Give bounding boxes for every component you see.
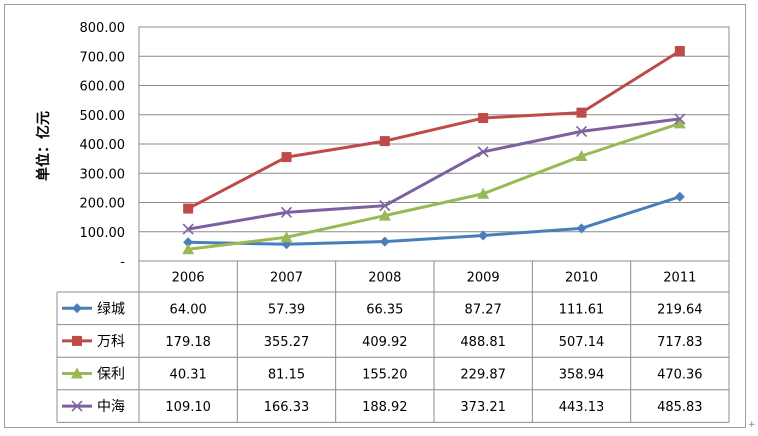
series-line	[188, 195, 681, 246]
y-tick-label: 800.00	[80, 21, 126, 36]
y-tick-label: 300.00	[80, 167, 126, 182]
data-point	[478, 113, 489, 124]
data-point	[674, 113, 686, 125]
series-line	[187, 49, 681, 210]
data-label: 229.87	[460, 368, 506, 383]
y-tick-label: -	[120, 255, 125, 270]
data-point	[674, 46, 685, 57]
data-point	[477, 187, 490, 199]
data-label: 188.92	[362, 400, 408, 415]
data-point	[379, 200, 391, 212]
category-label: 2007	[270, 271, 303, 286]
series-line	[187, 117, 681, 231]
data-point	[182, 243, 195, 255]
data-label: 87.27	[465, 302, 502, 317]
data-label: 488.81	[460, 335, 506, 350]
data-label: 409.92	[362, 335, 408, 350]
category-label: 2010	[565, 271, 598, 286]
y-tick-label: 200.00	[80, 197, 126, 212]
y-tick-label: 600.00	[80, 80, 126, 95]
data-point	[477, 146, 489, 158]
data-label: 373.21	[460, 400, 506, 415]
legend-marker	[71, 400, 83, 412]
data-point	[182, 223, 194, 235]
data-label: 66.35	[366, 302, 403, 317]
data-label: 485.83	[657, 400, 703, 415]
legend-marker	[71, 367, 83, 379]
y-tick-label: 500.00	[80, 109, 126, 124]
data-point	[478, 230, 489, 241]
y-tick-label: 400.00	[80, 138, 126, 153]
data-label: 219.64	[657, 302, 703, 317]
y-tick-label: 700.00	[80, 50, 126, 65]
category-label: 2009	[467, 271, 500, 286]
data-label: 179.18	[165, 335, 211, 350]
data-point	[379, 136, 390, 147]
data-point	[576, 107, 587, 118]
data-label: 355.27	[264, 335, 310, 350]
data-label: 57.39	[268, 302, 305, 317]
legend-label: 中海	[97, 399, 125, 415]
data-point	[280, 231, 293, 243]
data-label: 40.31	[170, 368, 207, 383]
marker-stroke	[71, 400, 83, 412]
data-point	[183, 237, 194, 248]
data-label: 81.15	[268, 368, 305, 383]
y-axis-title: 单位：亿元	[35, 111, 52, 181]
legend-label: 保利	[97, 367, 125, 383]
resize-mark: +	[748, 420, 756, 430]
marker-stroke	[280, 206, 293, 218]
data-point	[674, 191, 685, 202]
data-point	[673, 117, 686, 129]
y-tick-label: 100.00	[80, 226, 126, 241]
marker-stroke	[477, 146, 489, 158]
data-label: 717.83	[657, 335, 703, 350]
legend-label: 绿城	[97, 301, 125, 317]
data-label: 443.13	[559, 400, 605, 415]
marker-stroke	[674, 113, 686, 125]
data-label: 111.61	[559, 302, 605, 317]
marker-stroke	[379, 200, 391, 212]
legend-marker	[72, 303, 82, 314]
data-label: 507.14	[559, 335, 605, 350]
category-label: 2006	[172, 271, 205, 286]
data-label: 64.00	[170, 302, 207, 317]
marker-stroke	[575, 125, 588, 137]
data-label: 155.20	[362, 368, 408, 383]
data-point	[281, 152, 292, 163]
data-point	[183, 203, 194, 214]
category-label: 2011	[663, 271, 696, 286]
data-label: 470.36	[657, 368, 703, 383]
data-point	[575, 125, 588, 137]
legend-marker	[72, 335, 82, 346]
category-label: 2008	[368, 271, 401, 286]
marker-stroke	[182, 223, 194, 235]
legend-label: 万科	[97, 334, 125, 350]
data-point	[280, 206, 293, 218]
data-point	[576, 223, 587, 234]
series-line	[187, 121, 681, 251]
data-point	[379, 236, 390, 247]
data-point	[575, 150, 588, 162]
data-label: 109.10	[165, 400, 211, 415]
data-point	[378, 209, 391, 221]
data-label: 166.33	[264, 400, 310, 415]
data-label: 358.94	[559, 368, 605, 383]
